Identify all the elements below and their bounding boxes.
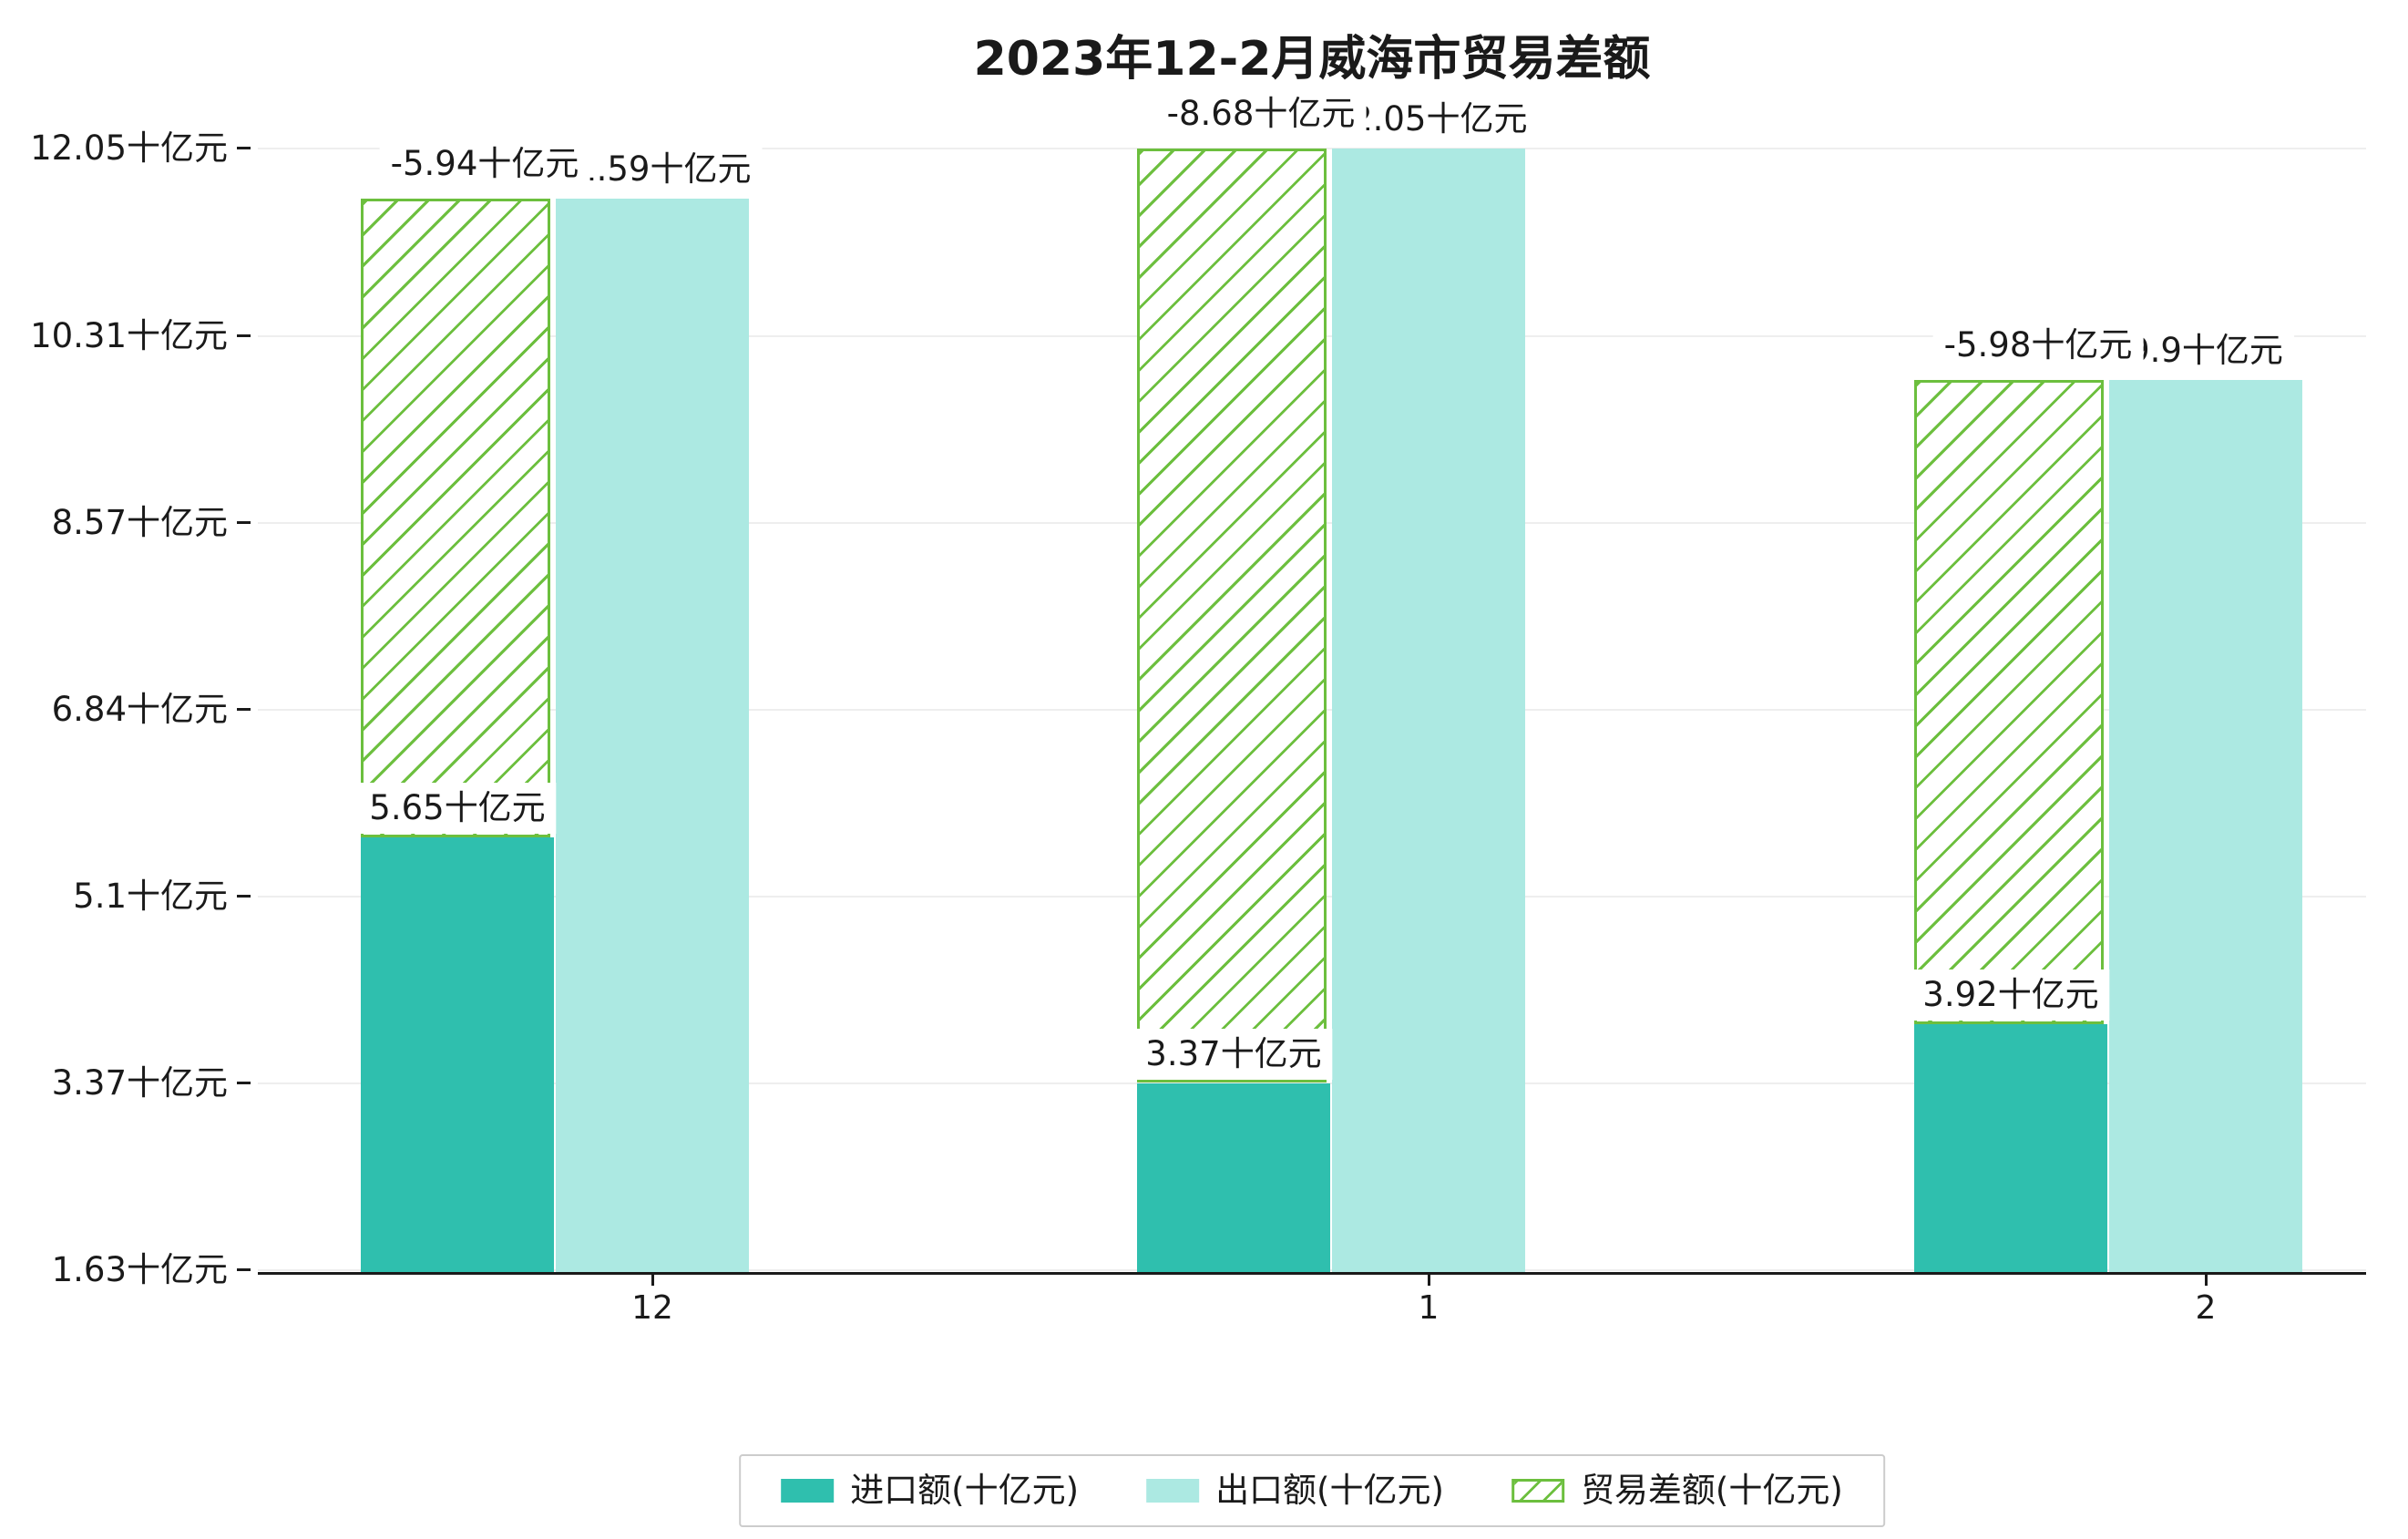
import-bar bbox=[1914, 1023, 2107, 1272]
trade-balance-bar bbox=[1137, 149, 1327, 1083]
legend-label: 出口额(十亿元) bbox=[1215, 1471, 1444, 1510]
y-tick-mark bbox=[237, 1268, 251, 1271]
x-axis-line bbox=[258, 1272, 2366, 1275]
y-tick-mark bbox=[237, 147, 251, 150]
y-tick-label: 12.05十亿元 bbox=[30, 128, 228, 169]
y-tick-label: 3.37十亿元 bbox=[51, 1062, 228, 1103]
y-tick-label: 5.1十亿元 bbox=[73, 877, 228, 917]
y-tick-label: 8.57十亿元 bbox=[51, 503, 228, 543]
x-tick-mark bbox=[651, 1275, 654, 1286]
balance-swatch bbox=[1511, 1479, 1564, 1503]
trade-balance-value-label: -8.68十亿元 bbox=[1155, 88, 1367, 140]
y-tick-label: 6.84十亿元 bbox=[51, 689, 228, 729]
export-bar bbox=[2109, 380, 2302, 1272]
legend-item-balance: 贸易差额(十亿元) bbox=[1511, 1471, 1843, 1511]
legend-label: 贸易差额(十亿元) bbox=[1580, 1471, 1843, 1510]
y-tick-mark bbox=[237, 521, 251, 525]
legend: 进口额(十亿元) 出口额(十亿元) 贸易差额(十亿元) bbox=[739, 1454, 1885, 1527]
import-swatch bbox=[781, 1479, 835, 1503]
trade-balance-value-label: -5.98十亿元 bbox=[1932, 320, 2144, 372]
import-bar bbox=[1137, 1082, 1330, 1272]
y-tick-mark bbox=[237, 707, 251, 711]
trade-balance-bar bbox=[361, 198, 550, 838]
import-value-label: 3.37十亿元 bbox=[1134, 1028, 1333, 1080]
x-tick-mark bbox=[1428, 1275, 1430, 1286]
trade-balance-value-label: -5.94十亿元 bbox=[379, 138, 590, 190]
legend-label: 进口额(十亿元) bbox=[850, 1471, 1080, 1510]
y-tick-mark bbox=[237, 333, 251, 337]
import-value-label: 5.65十亿元 bbox=[358, 783, 557, 835]
y-tick-mark bbox=[237, 1081, 251, 1084]
export-bar bbox=[1332, 149, 1525, 1272]
y-tick-mark bbox=[237, 895, 251, 898]
y-tick-label: 1.63十亿元 bbox=[51, 1250, 228, 1289]
export-bar bbox=[556, 198, 749, 1272]
x-tick-mark bbox=[2205, 1275, 2208, 1286]
y-tick-label: 10.31十亿元 bbox=[30, 315, 228, 355]
export-value-label: 9.9十亿元 bbox=[2117, 325, 2294, 377]
x-tick-label: 12 bbox=[631, 1289, 673, 1327]
import-value-label: 3.92十亿元 bbox=[1911, 969, 2110, 1021]
x-tick-label: 2 bbox=[2195, 1289, 2217, 1327]
trade-balance-bar bbox=[1914, 380, 2104, 1024]
legend-item-export: 出口额(十亿元) bbox=[1146, 1471, 1444, 1511]
x-tick-label: 1 bbox=[1418, 1289, 1440, 1327]
export-swatch bbox=[1146, 1479, 1200, 1503]
legend-item-import: 进口额(十亿元) bbox=[781, 1471, 1079, 1511]
import-bar bbox=[361, 837, 554, 1272]
chart-title: 2023年12-2月威海市贸易差额 bbox=[973, 32, 1651, 87]
